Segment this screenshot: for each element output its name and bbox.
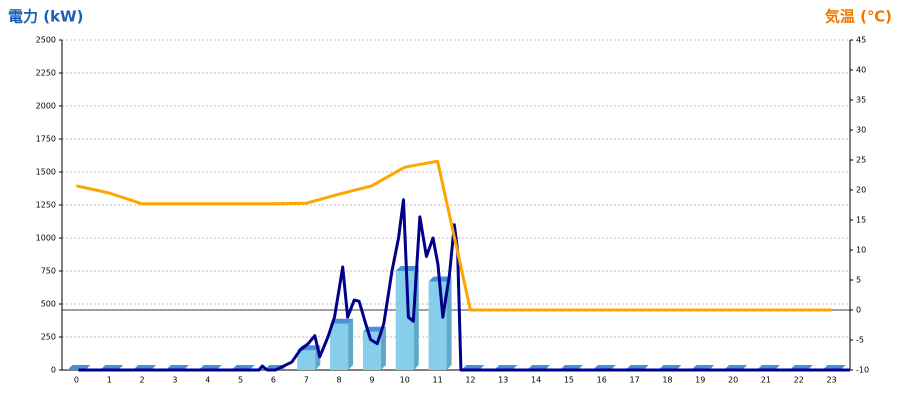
bar (330, 318, 354, 370)
y-tick-label: 250 (41, 333, 56, 342)
y2-tick-label: -5 (856, 336, 864, 345)
x-tick-label: 0 (74, 376, 79, 385)
x-tick-label: 21 (761, 376, 771, 385)
y2-tick-label: 15 (856, 216, 866, 225)
y-tick-label: 2500 (36, 36, 56, 45)
x-tick-label: 10 (400, 376, 410, 385)
x-tick-label: 19 (695, 376, 705, 385)
y-tick-label: 750 (41, 267, 56, 276)
x-tick-label: 23 (826, 376, 836, 385)
bar (362, 326, 386, 370)
x-tick-label: 6 (271, 376, 276, 385)
y-tick-label: 1750 (36, 135, 56, 144)
y2-tick-label: 40 (856, 66, 866, 75)
y-tick-label: 1000 (36, 234, 56, 243)
x-tick-label: 1 (107, 376, 112, 385)
x-tick-label: 14 (531, 376, 541, 385)
y2-tick-label: 35 (856, 96, 866, 105)
x-tick-label: 2 (140, 376, 145, 385)
x-tick-label: 20 (728, 376, 738, 385)
y2-tick-label: 0 (856, 306, 861, 315)
x-tick-label: 5 (238, 376, 243, 385)
y-tick-label: 0 (51, 366, 56, 375)
x-tick-label: 22 (794, 376, 804, 385)
x-tick-label: 18 (662, 376, 672, 385)
x-tick-label: 4 (205, 376, 210, 385)
x-tick-label: 3 (172, 376, 177, 385)
x-tick-label: 7 (304, 376, 309, 385)
y2-axis-title: 気温 (℃) (825, 8, 892, 26)
y2-tick-label: 25 (856, 156, 866, 165)
y-tick-label: 500 (41, 300, 56, 309)
x-tick-label: 15 (564, 376, 574, 385)
x-tick-label: 12 (465, 376, 475, 385)
y-tick-label: 1250 (36, 201, 56, 210)
y-tick-label: 2250 (36, 69, 56, 78)
y2-tick-label: 5 (856, 276, 861, 285)
y2-tick-label: 30 (856, 126, 866, 135)
x-tick-label: 9 (369, 376, 374, 385)
power-line (78, 198, 850, 372)
x-tick-label: 16 (597, 376, 607, 385)
x-tick-label: 11 (432, 376, 442, 385)
x-tick-label: 17 (629, 376, 639, 385)
y2-tick-label: 45 (856, 36, 866, 45)
x-tick-label: 13 (498, 376, 508, 385)
y2-tick-label: 20 (856, 186, 866, 195)
temperature-line (76, 159, 832, 312)
y-axis-title: 電力 (kW) (8, 8, 83, 26)
x-tick-label: 8 (337, 376, 342, 385)
y-tick-label: 2000 (36, 102, 56, 111)
y-tick-label: 1500 (36, 168, 56, 177)
y2-tick-label: 10 (856, 246, 866, 255)
y2-tick-label: -10 (856, 366, 869, 375)
